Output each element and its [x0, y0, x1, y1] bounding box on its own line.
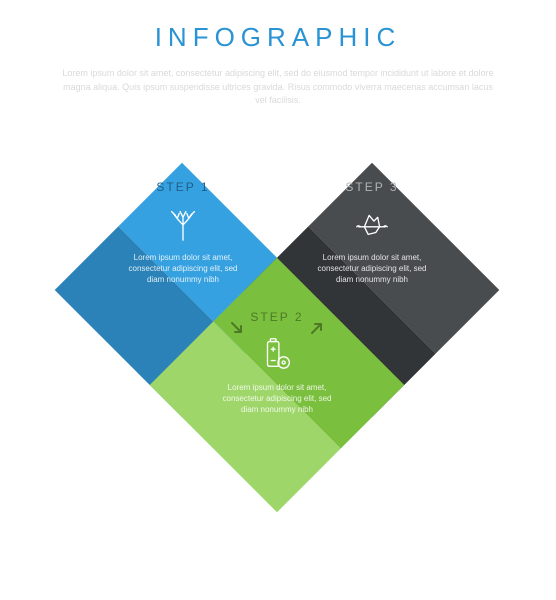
infographic-stage: Step 1 Lorem ipsum dolor sit amet, conse…	[0, 170, 556, 570]
page-title: Infographic	[0, 0, 556, 53]
step-2-content: Step 2 Lorem ipsum dolor sit amet, conse…	[197, 310, 357, 416]
arrow-down-right-icon	[228, 319, 246, 337]
step-3-content: Step 3 Lorem ipsum dolor sit amet, conse…	[292, 180, 452, 286]
iceberg-icon	[292, 204, 452, 242]
dead-tree-icon	[103, 204, 263, 242]
step-3-label: Step 3	[292, 180, 452, 194]
page-subtext: Lorem ipsum dolor sit amet, consectetur …	[0, 53, 556, 108]
arrow-up-right-icon	[308, 319, 326, 337]
step-2-desc: Lorem ipsum dolor sit amet, consectetur …	[197, 382, 357, 416]
battery-icon	[197, 334, 357, 372]
step-1-content: Step 1 Lorem ipsum dolor sit amet, conse…	[103, 180, 263, 286]
step-2-label: Step 2	[197, 310, 357, 324]
step-1-label: Step 1	[103, 180, 263, 194]
step-3-desc: Lorem ipsum dolor sit amet, consectetur …	[292, 252, 452, 286]
step-1-desc: Lorem ipsum dolor sit amet, consectetur …	[103, 252, 263, 286]
